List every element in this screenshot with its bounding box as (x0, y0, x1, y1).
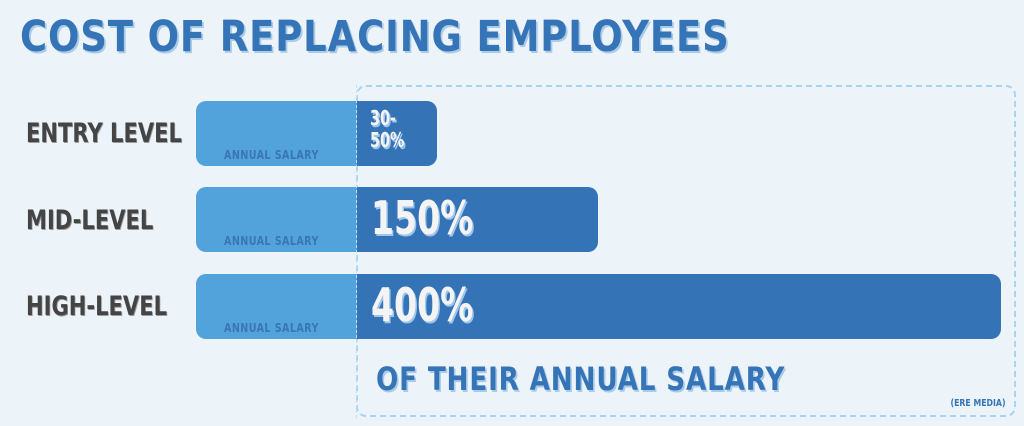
bar-value-high-level: 400% (357, 274, 1001, 339)
annual-salary-label: ANNUAL SALARY (224, 234, 319, 248)
row-label-high-level: HIGH-LEVEL (26, 291, 168, 322)
bar-base-mid-level: ANNUAL SALARY (196, 187, 357, 252)
annual-salary-label: ANNUAL SALARY (224, 148, 319, 162)
axis-caption: OF THEIR ANNUAL SALARY (376, 360, 786, 398)
bar-base-entry-level: ANNUAL SALARY (196, 101, 357, 166)
bar-value-entry-level: 30-50% (357, 101, 437, 166)
annual-salary-label: ANNUAL SALARY (224, 321, 319, 335)
salary-divider-line (356, 85, 357, 418)
row-label-mid-level: MID-LEVEL (26, 205, 154, 236)
chart-title: COST OF REPLACING EMPLOYEES (20, 12, 730, 62)
value-label-mid-level: 150% (371, 191, 474, 245)
bar-base-high-level: ANNUAL SALARY (196, 274, 357, 339)
source-credit: (ERE MEDIA) (950, 398, 1006, 409)
bar-value-mid-level: 150% (357, 187, 598, 252)
value-label-high-level: 400% (371, 278, 474, 332)
value-label-entry-level: 30-50% (370, 106, 405, 152)
row-label-entry-level: ENTRY LEVEL (26, 118, 182, 149)
